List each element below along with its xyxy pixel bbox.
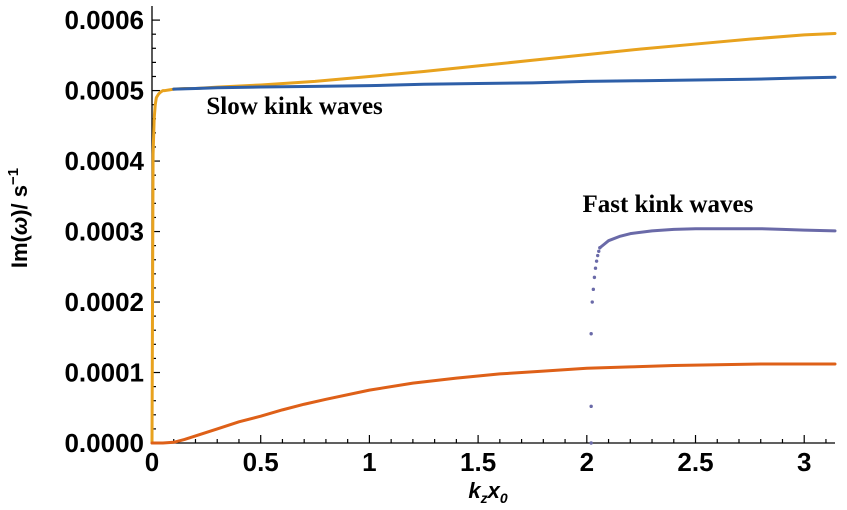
x-tick-label: 2.5 — [677, 447, 713, 477]
x-tick-label: 3 — [797, 447, 811, 477]
data-point — [592, 275, 597, 280]
data-point — [589, 404, 593, 409]
x-tick-label: 0.5 — [243, 447, 279, 477]
series-line-1 — [172, 75, 837, 91]
series-line-2 — [150, 362, 837, 445]
annotation-label: Slow kink waves — [206, 93, 383, 120]
y-axis-title: Im(ω)/ s−1 — [5, 168, 32, 268]
x-axis-title: kzx0 — [468, 478, 508, 506]
data-point — [597, 249, 601, 253]
annotations: Slow kink waves Fast kink waves — [206, 93, 753, 218]
x-tick-label: 2 — [580, 447, 594, 477]
axes — [151, 6, 835, 444]
data-point — [591, 287, 596, 292]
x-tick-label: 0 — [145, 447, 159, 477]
tick-labels: 0.0000 0.0001 0.0002 0.0003 0.0004 0.0005 0.00… — [64, 5, 811, 477]
y-tick-label: 0.0000 — [64, 428, 144, 458]
data-point — [594, 259, 599, 263]
x-tick-label: 1.5 — [460, 447, 496, 477]
series-layer — [150, 31, 837, 445]
y-tick-label: 0.0001 — [64, 358, 144, 388]
y-tick-label: 0.0004 — [64, 146, 144, 176]
y-tick-label: 0.0002 — [64, 287, 144, 317]
data-point — [595, 253, 600, 258]
data-point — [589, 332, 593, 336]
y-tick-label: 0.0003 — [64, 217, 144, 247]
annotation-label: Fast kink waves — [582, 191, 753, 218]
x-tick-label: 1 — [362, 447, 376, 477]
series-line-4 — [598, 227, 837, 250]
data-point — [593, 266, 598, 270]
y-tick-label: 0.0006 — [64, 5, 144, 35]
y-tick-label: 0.0005 — [64, 76, 144, 106]
data-point — [590, 300, 594, 304]
data-point — [589, 441, 593, 445]
